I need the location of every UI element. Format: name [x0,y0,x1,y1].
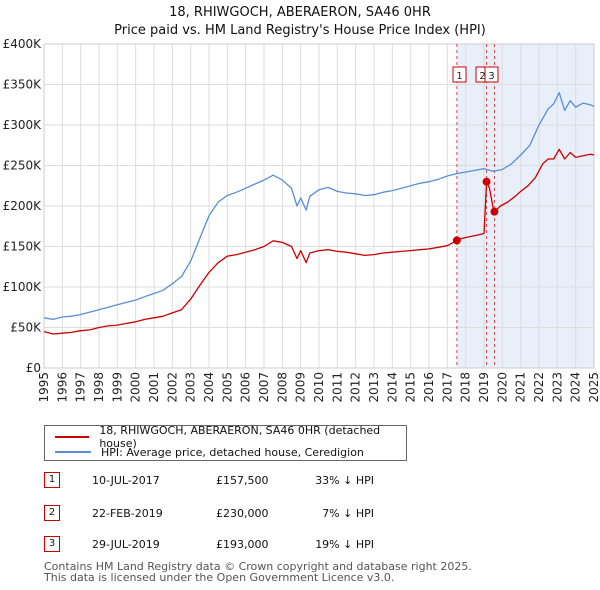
chart-subtitle: Price paid vs. HM Land Registry's House … [114,23,486,38]
sale-marker-box [452,66,467,83]
y-tick-label: £100K [3,280,43,294]
legend-swatch-hpi [55,451,91,453]
x-tick-label: 1995 [37,372,51,403]
chart-title-block: 18, RHIWGOCH, ABERAERON, SA46 0HR Price … [0,4,600,40]
x-tick-label: 2025 [587,372,600,403]
legend-item-hpi: HPI: Average price, detached house, Cere… [55,444,364,460]
sale-point [452,236,461,245]
x-tick-label: 2008 [275,372,289,403]
x-tick-label: 2007 [257,372,271,403]
x-tick-label: 2022 [532,372,546,403]
sale-price: £157,500 [216,474,269,487]
sale-marker-box [484,66,499,83]
y-tick-label: £150K [3,240,43,254]
x-tick-label: 2015 [404,372,418,403]
x-tick-label: 2024 [569,372,583,403]
footer-copyright: Contains HM Land Registry data © Crown c… [44,560,472,573]
x-tick-label: 1998 [92,372,106,403]
x-tick-label: 2021 [514,372,528,403]
sale-marker-label: 2 [479,71,485,82]
sale-hpi-diff: 19% ↓ HPI [315,538,374,551]
x-tick-label: 2018 [459,372,473,403]
legend-item-property: 18, RHIWGOCH, ABERAERON, SA46 0HR (detac… [55,424,406,450]
legend-label-hpi: HPI: Average price, detached house, Cere… [101,445,364,459]
chart-legend: 18, RHIWGOCH, ABERAERON, SA46 0HR (detac… [44,424,407,461]
sale-number-badge: 3 [44,536,60,552]
x-tick-label: 2017 [440,372,454,403]
x-tick-label: 2020 [495,372,509,403]
x-tick-label: 2009 [294,372,308,403]
sale-row: 1 10-JUL-2017 £157,500 33% ↓ HPI [44,472,564,490]
price-chart: 1 2 3 £0 £50K £100K £150K £200K £250K £300K £350K £… [3,37,600,403]
x-tick-label: 2006 [239,372,253,403]
x-tick-label: 1996 [55,372,69,403]
x-tick-label: 2010 [312,372,326,403]
sale-row: 3 29-JUL-2019 £193,000 19% ↓ HPI [44,536,564,554]
x-tick-label: 2012 [349,372,363,403]
legend-label-property: 18, RHIWGOCH, ABERAERON, SA46 0HR (detac… [99,424,381,450]
x-tick-label: 2019 [477,372,491,403]
y-tick-label: £250K [3,159,43,173]
x-tick-label: 2013 [367,372,381,403]
sale-point [482,177,491,186]
x-tick-label: 1999 [110,372,124,403]
y-tick-label: £350K [3,78,43,92]
x-tick-label: 2014 [385,372,399,403]
sale-date: 29-JUL-2019 [92,538,160,551]
sale-number-badge: 1 [44,472,60,488]
x-tick-label: 1997 [74,372,88,403]
sale-date: 10-JUL-2017 [92,474,160,487]
sale-hpi-diff: 33% ↓ HPI [315,474,374,487]
x-tick-label: 2002 [165,372,179,403]
series-line-hpi [43,91,595,321]
sale-date: 22-FEB-2019 [92,507,163,520]
y-tick-label: £200K [3,199,43,213]
sale-price: £230,000 [216,507,269,520]
footer-licence: This data is licensed under the Open Gov… [44,571,395,584]
x-tick-label: 2000 [129,372,143,403]
sale-marker-label: 3 [488,71,494,82]
plot-area [43,43,595,369]
sale-hpi-diff: 7% ↓ HPI [322,507,374,520]
y-tick-label: £400K [3,37,43,51]
x-tick-label: 2003 [184,372,198,403]
x-tick-label: 2011 [330,372,344,403]
y-tick-label: £50K [10,321,42,335]
x-tick-label: 2004 [202,372,216,403]
x-tick-label: 2016 [422,372,436,403]
y-tick-label: £0 [26,361,41,375]
sale-marker-label: 1 [456,71,462,82]
sale-price: £193,000 [216,538,269,551]
footer-attribution: Contains HM Land Registry data © Crown c… [44,561,472,583]
x-tick-label: 2001 [147,372,161,403]
y-tick-label: £300K [3,118,43,132]
legend-swatch-property [55,436,90,438]
chart-title: 18, RHIWGOCH, ABERAERON, SA46 0HR [169,5,431,20]
sale-point [490,207,499,216]
x-tick-label: 2005 [220,372,234,403]
sale-number-badge: 2 [44,505,60,521]
x-tick-label: 2023 [550,372,564,403]
series-line-property [43,148,595,335]
sale-row: 2 22-FEB-2019 £230,000 7% ↓ HPI [44,505,564,523]
